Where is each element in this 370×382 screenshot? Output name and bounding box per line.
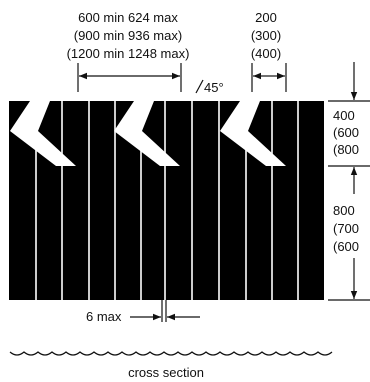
chevron-height-label-bg bbox=[330, 107, 370, 159]
angle-slash bbox=[195, 79, 204, 94]
lower-height-line3: (600 bbox=[333, 239, 359, 254]
stripe-separators bbox=[35, 101, 299, 300]
cross-section-label: cross section bbox=[128, 365, 204, 380]
cross-section-wave bbox=[9, 351, 333, 356]
chevron-marker-3 bbox=[220, 101, 286, 166]
lower-height-line2: (700 bbox=[333, 221, 359, 236]
chevron-marker-2 bbox=[114, 101, 180, 166]
chevron-group bbox=[10, 101, 286, 166]
lower-height-line1: 800 bbox=[333, 203, 355, 218]
height-dimension: 400 (600 (800 800 (700 (600 bbox=[328, 62, 370, 301]
gap-dimension: 6 max bbox=[86, 300, 200, 324]
width-label-line2: (300) bbox=[251, 28, 281, 43]
spacing-label-line1: 600 min 624 max bbox=[78, 10, 178, 25]
chevron-height-line3: (800 bbox=[333, 142, 359, 157]
chevron-height-line2: (600 bbox=[333, 125, 359, 140]
spacing-label-line3: (1200 min 1248 max) bbox=[67, 46, 190, 61]
width-label-line3: (400) bbox=[251, 46, 281, 61]
angle-label: 45° bbox=[204, 80, 224, 95]
chevron-height-line1: 400 bbox=[333, 108, 355, 123]
chevron-marker-1 bbox=[10, 101, 76, 166]
width-label-line1: 200 bbox=[255, 10, 277, 25]
angle-note: 45° bbox=[195, 79, 224, 95]
gap-label: 6 max bbox=[86, 309, 122, 324]
spacing-label-line2: (900 min 936 max) bbox=[74, 28, 182, 43]
width-dimension: 200 (300) (400) bbox=[251, 10, 287, 92]
lower-height-label-bg bbox=[330, 200, 370, 256]
marking-panel bbox=[9, 101, 324, 300]
spacing-dimension: 600 min 624 max (900 min 936 max) (1200 … bbox=[67, 10, 190, 92]
